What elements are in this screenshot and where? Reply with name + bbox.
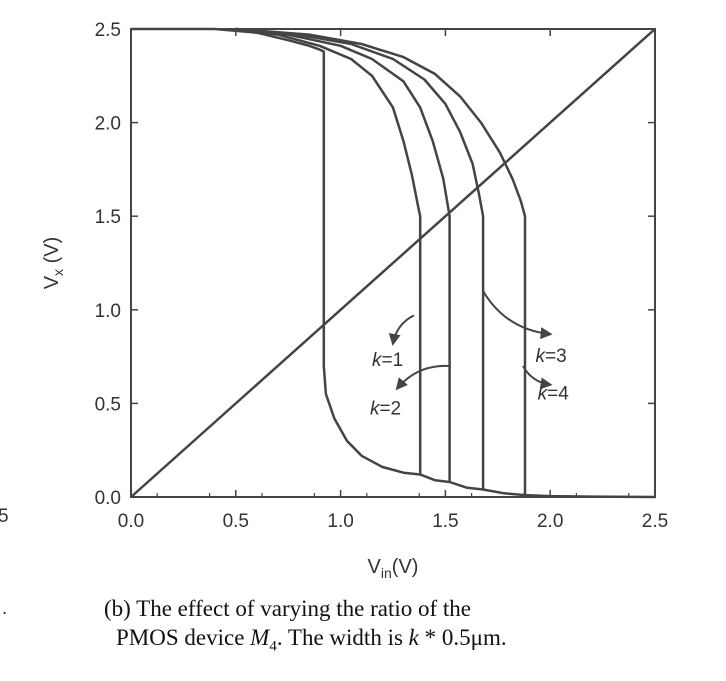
caption-line-2: PMOS device M4. The width is k * 0.5μm. <box>116 623 507 662</box>
annotation-label: k=4 <box>538 384 570 405</box>
edge-fragment-tick: 5 <box>0 506 9 527</box>
annotation-label: k=3 <box>536 346 567 367</box>
x-tick-label: 2.5 <box>642 511 668 532</box>
y-tick-label: 2.0 <box>95 114 121 135</box>
annotation-label: k=1 <box>372 350 403 371</box>
caption-pre: PMOS device <box>116 625 251 650</box>
caption-mid: . The width is <box>276 625 409 650</box>
series-line-4 <box>235 27 526 497</box>
y-tick-label: 0.0 <box>95 488 121 509</box>
annotations-group: k=1 k=2 k=3 k=4 <box>370 346 569 419</box>
caption-line-1: (b) The effect of varying the ratio of t… <box>104 596 472 621</box>
x-tick-label: 1.5 <box>432 511 458 532</box>
plot-frame <box>130 28 656 498</box>
x-tick-label: 2.0 <box>537 511 563 532</box>
x-axis-label: Vin(V) <box>368 556 419 581</box>
series-group <box>131 27 656 499</box>
x-tick-label: 0.5 <box>223 511 249 532</box>
annotation-arrow <box>482 290 553 340</box>
y-tick-label: 0.5 <box>95 394 121 415</box>
arrows-group <box>388 290 553 391</box>
y-axis-label: Vx (V) <box>41 237 66 290</box>
series-line-1 <box>131 27 421 476</box>
x-tick-label: 0.0 <box>118 511 144 532</box>
caption-k: k <box>408 625 419 650</box>
annotation-label: k=2 <box>370 399 401 420</box>
edge-fragment-dot: . <box>2 598 8 619</box>
y-tick-label: 2.5 <box>95 20 121 41</box>
annotation-arrow <box>388 314 415 346</box>
annotation-arrow <box>395 364 450 391</box>
series-line-2 <box>235 27 450 484</box>
caption-var: M <box>250 625 270 650</box>
reference-line <box>130 28 656 498</box>
series-line-3 <box>235 27 484 491</box>
annotation-arrow <box>522 365 553 390</box>
y-tick-label: 1.0 <box>95 301 121 322</box>
y-tick-label: 1.5 <box>95 207 121 228</box>
caption-post: * 0.5μm. <box>418 625 507 650</box>
chart: 0.0 0.5 1.0 1.5 2.0 2.5 0.0 0.5 1.0 1.5 2.0 2.5 k=1… <box>41 20 669 581</box>
x-tick-label: 1.0 <box>327 511 353 532</box>
series-line-5 <box>235 27 656 499</box>
caption-sub: 4 <box>269 638 277 655</box>
tick-labels: 0.0 0.5 1.0 1.5 2.0 2.5 0.0 0.5 1.0 1.5 2.0 2.5 <box>95 20 669 532</box>
